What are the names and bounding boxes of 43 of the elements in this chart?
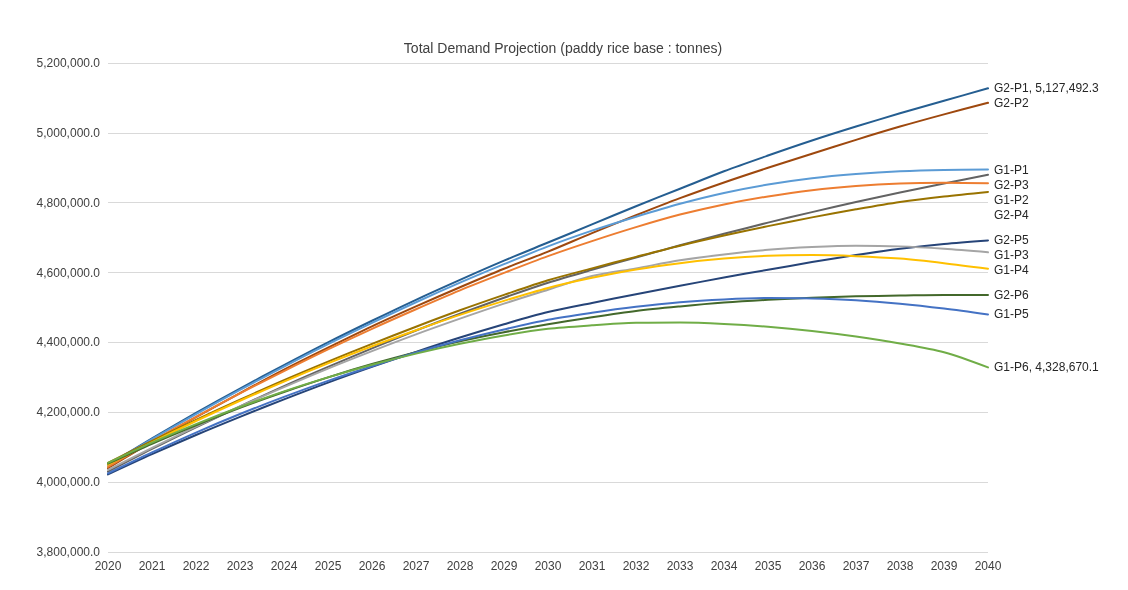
series-label: G2-P4 — [994, 207, 1030, 222]
x-tick-label: 2025 — [314, 559, 342, 573]
series-label: G2-P5 — [994, 233, 1030, 248]
x-tick-label: 2020 — [94, 559, 122, 573]
x-tick-label: 2038 — [886, 559, 914, 573]
series-label: G1-P4 — [994, 263, 1030, 278]
y-tick-label: 4,200,000.0 — [36, 405, 101, 420]
text: G2-P1, 5,127,492.3 — [994, 81, 1099, 96]
series-label: G1-P3 — [994, 248, 1030, 263]
x-tick-label: 2026 — [358, 559, 386, 573]
y-tick-label: 5,000,000.0 — [36, 125, 101, 140]
x-tick-label: 2037 — [842, 559, 870, 573]
series-label: G1-P2 — [994, 192, 1030, 207]
x-tick-label: 2040 — [974, 559, 1002, 573]
x-tick-label: 2022 — [182, 559, 210, 573]
x-tick-label: 2034 — [710, 559, 738, 573]
x-tick-label: 2029 — [490, 559, 518, 573]
y-tick-label: 5,200,000.0 — [36, 56, 101, 70]
series-label: G1-P5 — [994, 307, 1030, 322]
line-series — [107, 321, 989, 464]
y-tick-label: 3,800,000.0 — [36, 545, 101, 559]
series-label: G2-P2 — [994, 96, 1030, 111]
x-tick-label: 2036 — [798, 559, 826, 573]
series-label: G2-P3 — [994, 177, 1030, 192]
x-tick-label: 2033 — [666, 559, 694, 573]
x-tick-label: 2028 — [446, 559, 474, 573]
y-tick-label: 4,800,000.0 — [36, 195, 101, 210]
x-tick-label: 2035 — [754, 559, 782, 573]
x-tick-label: 2021 — [138, 559, 166, 573]
series-label: G1-P1 — [994, 162, 1030, 177]
x-tick-label: 2027 — [402, 559, 430, 573]
series-label: G2-P6 — [994, 287, 1030, 302]
y-tick-label: 4,400,000.0 — [36, 335, 101, 350]
y-tick-label: 4,600,000.0 — [36, 265, 101, 280]
x-tick-label: 2031 — [578, 559, 606, 573]
x-tick-label: 2032 — [622, 559, 650, 573]
x-tick-label: 2030 — [534, 559, 562, 573]
chart-title: Total Demand Projection (paddy rice base : tonnes) — [403, 40, 723, 56]
x-tick-label: 2023 — [226, 559, 254, 573]
y-tick-label: 4,000,000.0 — [36, 475, 101, 490]
x-tick-label: 2024 — [270, 559, 298, 573]
x-tick-label: 2039 — [930, 559, 958, 573]
text: G1-P6, 4,328,670.1 — [994, 360, 1099, 375]
